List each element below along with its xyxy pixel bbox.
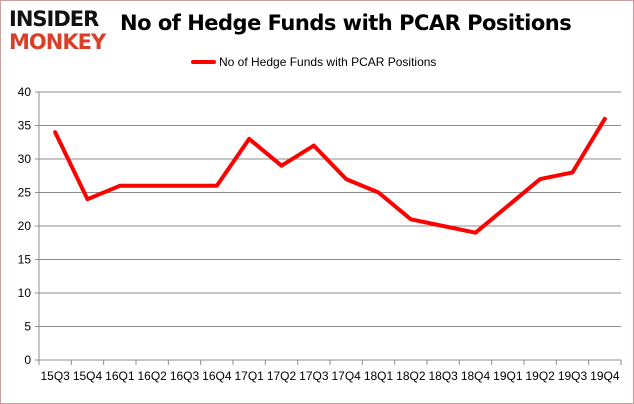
x-tick-label: 16Q4: [202, 369, 232, 383]
logo-line2: MONKEY: [9, 30, 107, 53]
y-tick-label: 20: [18, 219, 32, 233]
y-tick-label: 25: [18, 186, 32, 200]
y-tick-label: 15: [18, 253, 32, 267]
series-line: [53, 116, 607, 235]
y-tick-label: 35: [18, 119, 32, 133]
y-tick-label: 5: [24, 320, 31, 334]
x-tick-label: 16Q3: [170, 369, 200, 383]
y-tick-label: 40: [18, 85, 32, 99]
x-tick-label: 18Q2: [396, 369, 426, 383]
insider-monkey-logo: INSIDER MONKEY: [9, 7, 108, 53]
x-tick-label: 19Q1: [493, 369, 523, 383]
legend-swatch: [191, 60, 216, 64]
legend: No of Hedge Funds with PCAR Positions: [191, 55, 436, 69]
x-tick-label: 16Q1: [105, 369, 135, 383]
x-tick-label: 19Q2: [525, 369, 555, 383]
x-tick-label: 19Q4: [590, 369, 620, 383]
x-tick-label: 18Q4: [461, 369, 491, 383]
x-tick-label: 19Q3: [558, 369, 588, 383]
x-tick-label: 17Q4: [331, 369, 361, 383]
logo-line1: INSIDER: [9, 7, 99, 31]
chart-title: No of Hedge Funds with PCAR Positions: [120, 11, 572, 35]
y-tick-label: 0: [24, 353, 31, 367]
x-tick-label: 17Q1: [234, 369, 264, 383]
x-tick-label: 18Q3: [428, 369, 458, 383]
x-tick-label: 17Q3: [299, 369, 329, 383]
y-tick-label: 30: [18, 152, 32, 166]
x-tick-label: 15Q4: [73, 369, 103, 383]
legend-label: No of Hedge Funds with PCAR Positions: [219, 55, 437, 69]
x-tick-label: 17Q2: [267, 369, 297, 383]
x-tick-label: 16Q2: [137, 369, 167, 383]
x-tick-label: 18Q1: [364, 369, 394, 383]
x-tick-label: 15Q3: [40, 369, 70, 383]
y-tick-label: 10: [18, 286, 32, 300]
